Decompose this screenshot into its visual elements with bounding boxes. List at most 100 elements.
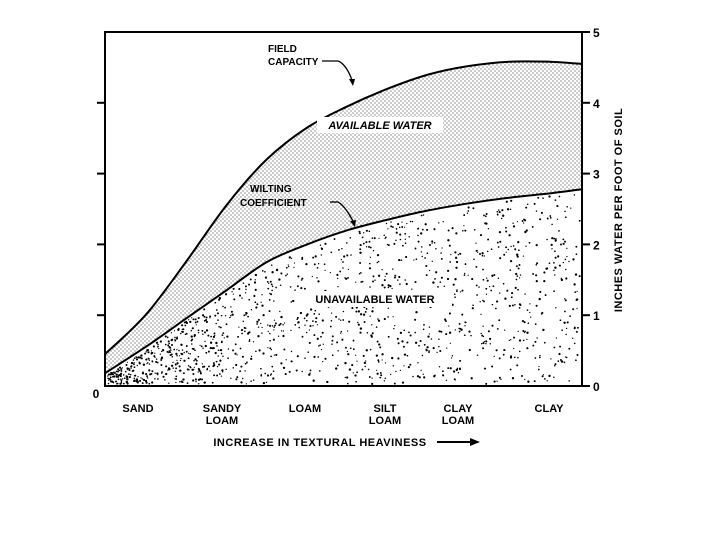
speckle-dot xyxy=(511,292,514,295)
speckle-dot xyxy=(562,261,564,264)
speckle-dot xyxy=(398,275,401,279)
speckle-dot xyxy=(308,373,311,376)
speckle-dot xyxy=(191,347,194,350)
speckle-dot xyxy=(192,318,195,321)
speckle-dot xyxy=(358,272,361,275)
speckle-dot xyxy=(146,349,149,352)
speckle-dot xyxy=(318,313,320,315)
speckle-dot xyxy=(244,362,247,365)
speckle-dot xyxy=(527,322,530,325)
speckle-dot xyxy=(140,354,143,357)
speckle-dot xyxy=(120,378,122,380)
speckle-dot xyxy=(282,323,284,326)
speckle-dot xyxy=(383,234,385,236)
speckle-dot xyxy=(240,329,244,332)
speckle-dot xyxy=(509,368,512,371)
unavailable-water-label: UNAVAILABLE WATER xyxy=(315,294,434,306)
speckle-dot xyxy=(352,372,354,374)
speckle-dot xyxy=(379,371,382,374)
speckle-dot xyxy=(498,357,501,360)
speckle-dot xyxy=(503,329,506,331)
speckle-dot xyxy=(455,368,458,372)
right-tick-label: 1 xyxy=(593,309,600,323)
speckle-dot xyxy=(278,278,281,281)
speckle-dot xyxy=(283,322,286,324)
speckle-dot xyxy=(490,248,493,251)
speckle-dot xyxy=(262,313,265,317)
speckle-dot xyxy=(157,345,159,348)
speckle-dot xyxy=(491,324,494,327)
speckle-dot xyxy=(480,332,482,335)
speckle-dot xyxy=(217,319,219,321)
right-axis-ticks: 0 1 2 3 4 5 xyxy=(582,26,600,394)
speckle-dot xyxy=(459,367,461,370)
speckle-dot xyxy=(455,260,459,264)
speckle-dot xyxy=(232,349,234,352)
speckle-dot xyxy=(442,370,444,373)
speckle-dot xyxy=(357,321,359,324)
speckle-dot xyxy=(285,359,287,361)
speckle-dot xyxy=(288,265,290,268)
speckle-dot xyxy=(196,359,198,362)
speckle-dot xyxy=(317,356,320,358)
speckle-dot xyxy=(152,345,155,348)
speckle-dot xyxy=(387,307,389,309)
speckle-dot xyxy=(256,323,258,325)
speckle-dot xyxy=(160,372,163,374)
speckle-dot xyxy=(193,368,195,371)
speckle-dot xyxy=(245,314,247,316)
speckle-dot xyxy=(399,331,403,335)
speckle-dot xyxy=(221,340,223,343)
speckle-dot xyxy=(496,300,499,303)
speckle-dot xyxy=(175,367,178,370)
speckle-dot xyxy=(304,357,306,359)
speckle-dot xyxy=(377,359,380,362)
speckle-dot xyxy=(270,373,273,375)
speckle-dot xyxy=(535,263,538,266)
speckle-dot xyxy=(299,311,303,315)
speckle-dot xyxy=(578,275,581,278)
speckle-dot xyxy=(377,260,380,263)
speckle-dot xyxy=(378,237,380,239)
speckle-dot xyxy=(207,334,210,337)
speckle-dot xyxy=(522,222,525,224)
speckle-dot xyxy=(305,319,308,322)
speckle-dot xyxy=(242,282,245,284)
speckle-dot xyxy=(321,319,324,322)
speckle-dot xyxy=(160,350,163,353)
speckle-dot xyxy=(530,316,532,318)
speckle-dot xyxy=(425,264,428,268)
speckle-dot xyxy=(280,315,283,319)
speckle-dot xyxy=(369,315,371,317)
speckle-dot xyxy=(429,244,431,246)
speckle-dot xyxy=(375,326,378,328)
speckle-dot xyxy=(337,277,339,280)
speckle-dot xyxy=(496,328,499,330)
speckle-dot xyxy=(398,226,401,229)
speckle-dot xyxy=(218,325,220,328)
speckle-dot xyxy=(393,276,396,279)
speckle-dot xyxy=(470,334,472,337)
speckle-dot xyxy=(493,274,496,276)
speckle-dot xyxy=(135,380,138,383)
speckle-dot xyxy=(135,378,139,382)
speckle-dot xyxy=(237,335,240,338)
speckle-dot xyxy=(558,230,560,232)
speckle-dot xyxy=(439,281,442,283)
speckle-dot xyxy=(483,340,485,343)
speckle-dot xyxy=(319,344,321,346)
speckle-dot xyxy=(166,350,169,353)
speckle-dot xyxy=(370,334,373,337)
speckle-dot xyxy=(364,365,366,368)
speckle-dot xyxy=(250,380,252,382)
speckle-dot xyxy=(447,239,450,242)
speckle-dot xyxy=(371,332,374,335)
speckle-dot xyxy=(431,242,433,244)
speckle-dot xyxy=(377,318,379,320)
speckle-dot xyxy=(551,237,554,240)
speckle-dot xyxy=(270,348,273,351)
speckle-dot xyxy=(433,241,436,244)
speckle-dot xyxy=(448,312,451,315)
speckle-dot xyxy=(125,363,128,367)
speckle-dot xyxy=(387,284,390,287)
